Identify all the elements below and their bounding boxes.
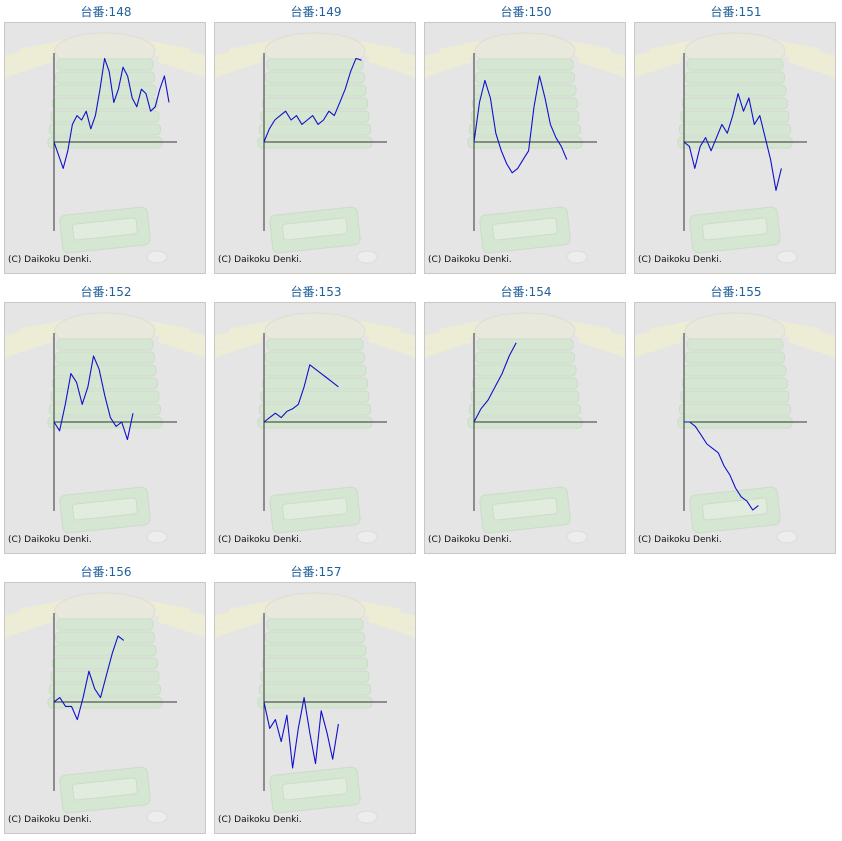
line-chart (425, 32, 625, 264)
line-chart (425, 312, 625, 544)
chart-title: 台番:151 (710, 5, 762, 19)
chart-panel: (C) Daikoku Denki. (4, 302, 206, 554)
line-chart (635, 32, 835, 264)
copyright-text: (C) Daikoku Denki. (218, 815, 302, 825)
background-illustration (635, 32, 835, 264)
chart-panel: (C) Daikoku Denki. (214, 302, 416, 554)
background-illustration (5, 312, 205, 544)
chart-panel: (C) Daikoku Denki. (424, 22, 626, 274)
chart-title: 台番:157 (290, 565, 342, 579)
series-line (53, 57, 170, 169)
background-illustration (425, 312, 625, 544)
chart-title: 台番:149 (290, 5, 342, 19)
background-illustration (215, 312, 415, 544)
chart-card: 台番:153 (C) Daikoku Denki. (214, 282, 418, 554)
series-line (473, 342, 517, 423)
series-line (683, 93, 782, 191)
chart-title: 台番:153 (290, 285, 342, 299)
chart-card: 台番:149 (C) Daikoku Denki. (214, 2, 418, 274)
series-line (263, 57, 362, 143)
series-line (53, 635, 125, 721)
line-chart (215, 32, 415, 264)
chart-card: 台番:155 (C) Daikoku Denki. (634, 282, 838, 554)
chart-panel: (C) Daikoku Denki. (634, 22, 836, 274)
line-chart (215, 312, 415, 544)
chart-card: 台番:156 (C) Daikoku Denki. (4, 562, 208, 834)
background-illustration (635, 312, 835, 544)
chart-title: 台番:154 (500, 285, 552, 299)
chart-title: 台番:148 (80, 5, 132, 19)
copyright-text: (C) Daikoku Denki. (218, 255, 302, 265)
series-line (684, 421, 759, 511)
chart-title: 台番:155 (710, 285, 762, 299)
copyright-text: (C) Daikoku Denki. (638, 535, 722, 545)
background-illustration (5, 592, 205, 824)
copyright-text: (C) Daikoku Denki. (428, 535, 512, 545)
copyright-text: (C) Daikoku Denki. (8, 815, 92, 825)
chart-panel: (C) Daikoku Denki. (424, 302, 626, 554)
line-chart (5, 32, 205, 264)
chart-panel: (C) Daikoku Denki. (214, 22, 416, 274)
series-line (53, 355, 134, 441)
chart-panel: (C) Daikoku Denki. (4, 582, 206, 834)
copyright-text: (C) Daikoku Denki. (218, 535, 302, 545)
chart-panel: (C) Daikoku Denki. (634, 302, 836, 554)
line-chart (215, 592, 415, 824)
line-chart (5, 312, 205, 544)
copyright-text: (C) Daikoku Denki. (8, 535, 92, 545)
chart-card: 台番:148 (C) Daikoku Denki. (4, 2, 208, 274)
chart-card: 台番:154 (C) Daikoku Denki. (424, 282, 628, 554)
background-illustration (215, 32, 415, 264)
background-illustration (425, 32, 625, 264)
background-illustration (215, 592, 415, 824)
chart-panel: (C) Daikoku Denki. (214, 582, 416, 834)
copyright-text: (C) Daikoku Denki. (8, 255, 92, 265)
chart-title: 台番:152 (80, 285, 132, 299)
series-line (263, 364, 339, 423)
copyright-text: (C) Daikoku Denki. (638, 255, 722, 265)
chart-card: 台番:152 (C) Daikoku Denki. (4, 282, 208, 554)
series-line (263, 697, 339, 769)
chart-card: 台番:151 (C) Daikoku Denki. (634, 2, 838, 274)
chart-card: 台番:157 (C) Daikoku Denki. (214, 562, 418, 834)
copyright-text: (C) Daikoku Denki. (428, 255, 512, 265)
series-line (473, 75, 568, 174)
chart-title: 台番:156 (80, 565, 132, 579)
chart-panel: (C) Daikoku Denki. (4, 22, 206, 274)
line-chart (5, 592, 205, 824)
background-illustration (5, 32, 205, 264)
line-chart (635, 312, 835, 544)
chart-card: 台番:150 (C) Daikoku Denki. (424, 2, 628, 274)
chart-title: 台番:150 (500, 5, 552, 19)
